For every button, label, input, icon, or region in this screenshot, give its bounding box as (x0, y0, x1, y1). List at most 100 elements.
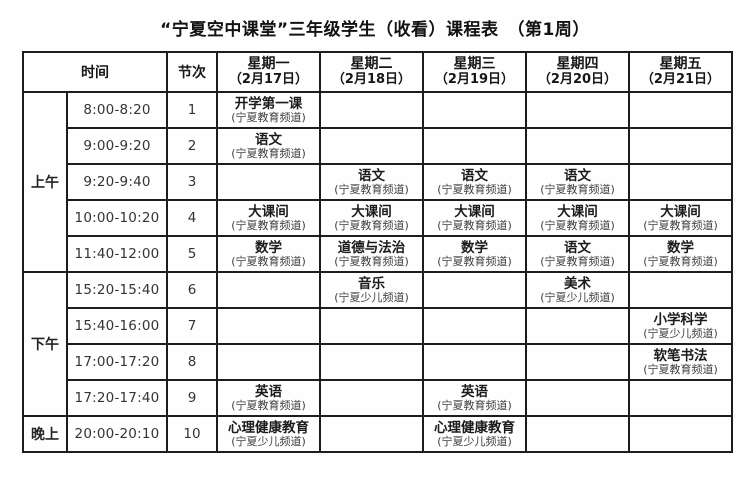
day-name: 星期五 (659, 56, 702, 73)
subject-text: 软笔书法 (653, 347, 708, 364)
table-row: 15:40-16:00 7 小学科学 (宁夏少儿频道) (23, 307, 733, 345)
period-cell: 3 (166, 163, 218, 201)
period-cell: 6 (166, 271, 218, 309)
schedule-cell (525, 343, 630, 381)
channel-text: (宁夏教育频道) (437, 218, 512, 232)
subject-text: 语文 (461, 167, 488, 184)
channel-text: (宁夏少儿频道) (540, 290, 615, 304)
schedule-cell: 语文 (宁夏教育频道) (525, 163, 630, 201)
channel-text: (宁夏教育频道) (540, 218, 615, 232)
header-period: 节次 (166, 51, 218, 93)
schedule-cell: 心理健康教育 (宁夏少儿频道) (422, 415, 527, 453)
channel-text: (宁夏教育频道) (643, 254, 718, 268)
day-name: 星期一 (247, 56, 290, 73)
subject-text: 语文 (358, 167, 385, 184)
section-label-morning: 上午 (22, 91, 68, 273)
schedule-cell (525, 127, 630, 165)
day-date: （2月20日） (537, 71, 618, 87)
channel-text: (宁夏教育频道) (437, 254, 512, 268)
subject-text: 语文 (564, 239, 591, 256)
schedule-cell: 大课间 (宁夏教育频道) (216, 199, 321, 237)
schedule-cell (525, 307, 630, 345)
schedule-cell: 音乐 (宁夏少儿频道) (319, 271, 424, 309)
subject-text: 语文 (564, 167, 591, 184)
schedule-cell (525, 379, 630, 417)
schedule-cell: 道德与法治 (宁夏教育频道) (319, 235, 424, 273)
schedule-cell: 数学 (宁夏教育频道) (216, 235, 321, 273)
channel-text: (宁夏教育频道) (437, 398, 512, 412)
channel-text: (宁夏少儿频道) (643, 326, 718, 340)
schedule-cell: 语文 (宁夏教育频道) (216, 127, 321, 165)
header-day-friday: 星期五 （2月21日） (628, 51, 733, 93)
subject-text: 数学 (255, 239, 282, 256)
schedule-cell: 数学 (宁夏教育频道) (628, 235, 733, 273)
table-row: 上午 8:00-8:20 1 开学第一课 (宁夏教育频道) (22, 91, 733, 273)
time-cell: 11:40-12:00 (66, 235, 168, 273)
schedule-cell (319, 379, 424, 417)
schedule-cell: 英语 (宁夏教育频道) (422, 379, 527, 417)
schedule-cell: 数学 (宁夏教育频道) (422, 235, 527, 273)
schedule-cell (319, 91, 424, 129)
header-row: 时间 节次 星期一 （2月17日） 星期二 （2月18日） 星期三 （2月19日… (22, 51, 733, 93)
time-cell: 20:00-20:10 (66, 415, 168, 453)
subject-text: 数学 (461, 239, 488, 256)
period-cell: 1 (166, 91, 218, 129)
schedule-cell (216, 343, 321, 381)
schedule-cell (628, 163, 733, 201)
subject-text: 英语 (461, 383, 488, 400)
channel-text: (宁夏教育频道) (231, 254, 306, 268)
channel-text: (宁夏教育频道) (231, 110, 306, 124)
schedule-cell: 语文 (宁夏教育频道) (525, 235, 630, 273)
schedule-cell (628, 127, 733, 165)
schedule-cell (216, 163, 321, 201)
schedule-cell (319, 343, 424, 381)
table-row: 17:00-17:20 8 软笔书法 (宁夏教育频道) (23, 343, 733, 381)
schedule-cell: 大课间 (宁夏教育频道) (319, 199, 424, 237)
day-name: 星期四 (556, 56, 599, 73)
period-cell: 2 (166, 127, 218, 165)
schedule-cell: 大课间 (宁夏教育频道) (525, 199, 630, 237)
subject-text: 英语 (255, 383, 282, 400)
section-label-afternoon: 下午 (22, 271, 68, 417)
subject-text: 大课间 (351, 203, 392, 220)
table-row: 17:20-17:40 9 英语 (宁夏教育频道) 英语 (宁夏教育频道) (23, 379, 733, 417)
header-day-wednesday: 星期三 （2月19日） (422, 51, 527, 93)
day-date: （2月21日） (640, 71, 721, 87)
period-cell: 4 (166, 199, 218, 237)
schedule-cell (628, 415, 733, 453)
table-row: 晚上 20:00-20:10 10 心理健康教育 (宁夏少儿频道) 心理健康教育(… (22, 415, 733, 453)
subject-text: 语文 (255, 131, 282, 148)
schedule-cell (319, 415, 424, 453)
day-date: （2月19日） (434, 71, 515, 87)
schedule-cell (216, 307, 321, 345)
schedule-cell (525, 91, 630, 129)
channel-text: (宁夏少儿频道) (437, 434, 512, 448)
time-cell: 17:20-17:40 (66, 379, 168, 417)
schedule-cell (422, 91, 527, 129)
subject-text: 数学 (667, 239, 694, 256)
channel-text: (宁夏教育频道) (437, 182, 512, 196)
day-date: （2月17日） (228, 71, 309, 87)
channel-text: (宁夏教育频道) (231, 146, 306, 160)
time-cell: 15:40-16:00 (66, 307, 168, 345)
header-time: 时间 (22, 51, 168, 93)
period-cell: 7 (166, 307, 218, 345)
channel-text: (宁夏教育频道) (231, 398, 306, 412)
channel-text: (宁夏教育频道) (540, 254, 615, 268)
table-row: 下午 15:20-15:40 6 音乐 (宁夏少儿频道) 美术 (宁夏少儿频道) (22, 271, 733, 417)
channel-text: (宁夏少儿频道) (231, 434, 306, 448)
table-row: 9:00-9:20 2 语文 (宁夏教育频道) (23, 127, 733, 165)
subject-text: 美术 (564, 275, 591, 292)
schedule-cell: 软笔书法 (宁夏教育频道) (628, 343, 733, 381)
channel-text: (宁夏教育频道) (334, 254, 409, 268)
channel-text: (宁夏教育频道) (643, 218, 718, 232)
channel-text: (宁夏教育频道) (540, 182, 615, 196)
time-cell: 9:20-9:40 (66, 163, 168, 201)
header-day-thursday: 星期四 （2月20日） (525, 51, 630, 93)
schedule-cell (628, 271, 733, 309)
subject-text: 大课间 (248, 203, 289, 220)
channel-text: (宁夏教育频道) (643, 362, 718, 376)
table-row: 11:40-12:00 5 数学 (宁夏教育频道) 道德与法治 (宁夏教育频道) 数… (23, 235, 733, 273)
header-day-monday: 星期一 （2月17日） (216, 51, 321, 93)
